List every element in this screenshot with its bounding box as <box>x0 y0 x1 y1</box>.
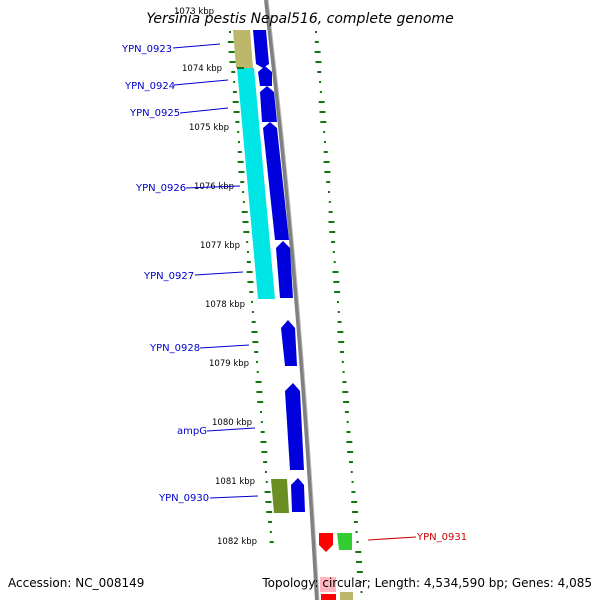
cds-ypn-0925 <box>260 86 277 122</box>
leader-ypn-0930 <box>209 495 259 499</box>
leader-ypn-0927 <box>194 271 244 276</box>
operon-features <box>233 30 353 600</box>
operon-pink-bottom <box>320 577 336 592</box>
gene-label-ypn-0928: YPN_0928 <box>149 343 200 354</box>
gene-label-ampg: ampG <box>177 426 207 437</box>
tick-label-1079: 1079 kbp <box>209 359 249 369</box>
page-title: Yersinia pestis Nepal516, complete genom… <box>146 11 453 27</box>
genome-backbone-highlight <box>267 0 320 600</box>
leader-ypn-0928 <box>199 344 250 349</box>
leader-ypn-0931 <box>367 536 417 541</box>
gene-labels: YPN_0923 YPN_0924 YPN_0925 YPN_0926 YPN_… <box>121 44 467 543</box>
tick-label-1077: 1077 kbp <box>200 241 240 251</box>
accession-text: Accession: NC_008149 <box>8 576 144 590</box>
tick-label-1081: 1081 kbp <box>215 477 255 487</box>
leader-ampg <box>206 427 256 432</box>
cds-ypn-0923 <box>253 30 269 68</box>
gene-label-ypn-0931: YPN_0931 <box>416 532 467 543</box>
gene-leaders <box>172 43 417 541</box>
gene-label-ypn-0925: YPN_0925 <box>129 108 180 119</box>
operon-green-block <box>337 533 352 550</box>
tick-label-1080: 1080 kbp <box>212 418 252 428</box>
genome-backbone <box>264 0 319 600</box>
gc-skew-tracks <box>227 31 363 593</box>
cds-red-bottom <box>321 594 336 600</box>
gene-label-ypn-0927: YPN_0927 <box>143 271 194 282</box>
leader-ypn-0924 <box>173 79 229 86</box>
operon-cyan-block <box>237 68 275 299</box>
cds-ypn-0926 <box>263 122 289 240</box>
tick-label-1078: 1078 kbp <box>205 300 245 310</box>
gene-label-ypn-0926: YPN_0926 <box>135 183 186 194</box>
operon-olive-block <box>271 479 289 513</box>
leader-ypn-0923 <box>172 43 221 49</box>
operon-khaki-bottom <box>340 592 353 600</box>
cds-ypn-0928 <box>281 320 297 366</box>
tick-label-1074: 1074 kbp <box>182 64 222 74</box>
tick-label-1075: 1075 kbp <box>189 123 229 133</box>
tick-label-1073: 1073 kbp <box>174 7 214 17</box>
gene-label-ypn-0924: YPN_0924 <box>124 81 175 92</box>
cds-ypn-0927 <box>276 241 293 298</box>
leader-ypn-0925 <box>179 107 229 114</box>
leader-ypn-0926 <box>185 185 241 189</box>
cds-ypn-0930 <box>291 478 305 512</box>
topology-text: Topology: circular; Length: 4,534,590 bp… <box>261 576 592 590</box>
cds-ypn-0931 <box>319 533 333 552</box>
cds-features <box>253 30 336 600</box>
cds-ypn-0924 <box>258 66 272 86</box>
gene-label-ypn-0923: YPN_0923 <box>121 44 172 55</box>
tick-label-1082: 1082 kbp <box>217 537 257 547</box>
operon-khaki-block <box>233 30 253 68</box>
cds-ampg <box>285 383 304 470</box>
gene-label-ypn-0930: YPN_0930 <box>158 493 209 504</box>
